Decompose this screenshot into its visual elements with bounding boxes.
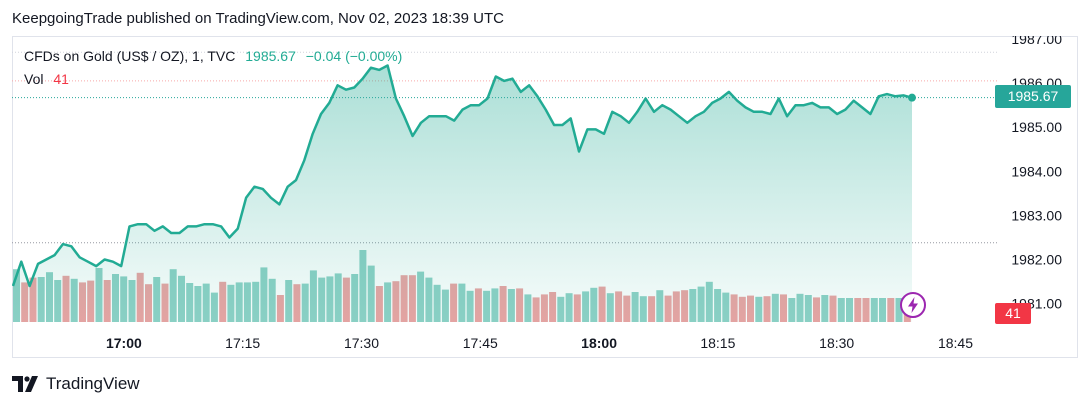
volume-axis-tag: 41	[995, 303, 1031, 324]
publish-header: KeepgoingTrade published on TradingView.…	[12, 10, 504, 27]
x-tick-label: 17:00	[106, 335, 142, 351]
y-tick-label: 1983.00	[1011, 207, 1062, 223]
y-tick-label: 1987.00	[1011, 36, 1062, 47]
volume-value: 41	[53, 71, 69, 87]
footer-brand-text: TradingView	[46, 374, 140, 393]
x-tick-label: 17:45	[463, 335, 498, 351]
y-tick-label: 1984.00	[1011, 163, 1062, 179]
symbol-name: CFDs on Gold (US$ / OZ), 1, TVC	[24, 48, 236, 64]
x-tick-label: 18:30	[819, 335, 854, 351]
last-price: 1985.67	[245, 48, 296, 64]
x-tick-label: 17:15	[225, 335, 260, 351]
lightning-icon[interactable]	[899, 291, 927, 319]
last-price-dot	[908, 93, 916, 102]
volume-legend: Vol 41	[24, 71, 69, 87]
y-tick-label: 1982.00	[1011, 252, 1062, 268]
symbol-legend: CFDs on Gold (US$ / OZ), 1, TVC 1985.67 …	[24, 48, 402, 64]
price-axis-tag: 1985.67	[995, 85, 1071, 108]
x-tick-label: 18:00	[581, 335, 617, 351]
price-area-fill	[13, 65, 912, 322]
price-line	[12, 64, 913, 288]
x-tick-label: 17:30	[344, 335, 379, 351]
footer-brand[interactable]: TradingView	[12, 374, 140, 394]
x-tick-label: 18:15	[700, 335, 735, 351]
x-tick-label: 18:45	[938, 335, 973, 351]
y-tick-label: 1985.00	[1011, 119, 1062, 135]
tradingview-logo-icon	[12, 376, 38, 392]
chart-panel	[12, 36, 1078, 358]
price-change: −0.04 (−0.00%)	[305, 48, 403, 64]
price-chart[interactable]: 1981.001982.001983.001984.001985.001986.…	[12, 36, 1078, 358]
volume-label: Vol	[24, 71, 44, 87]
